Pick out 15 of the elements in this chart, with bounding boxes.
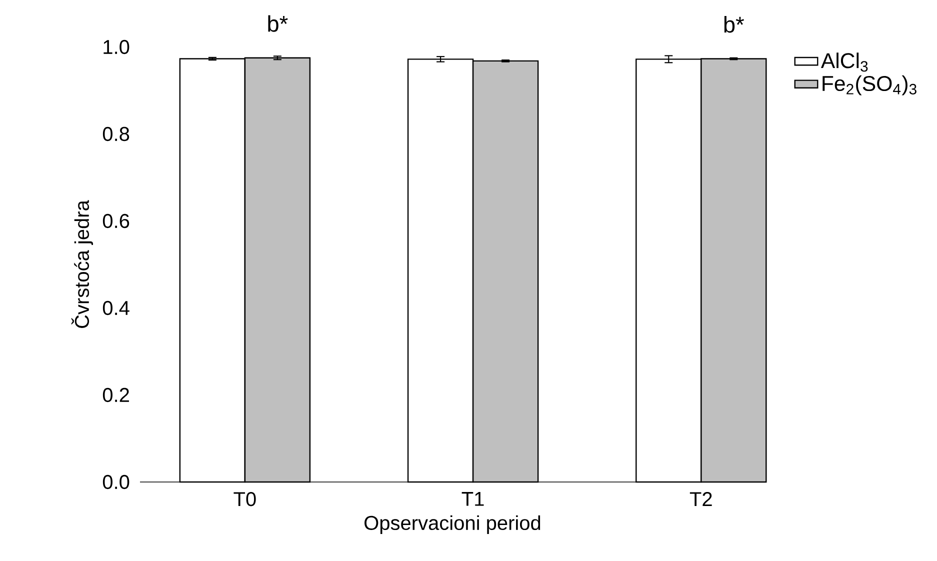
y-axis-title: Čvrstoća jedra — [71, 200, 93, 328]
y-tick-label: 1.0 — [104, 40, 130, 54]
legend-label: Fe$_{2}$(SO$_{4}$)$_{3}$ — [822, 75, 916, 96]
x-tick-label: T0 — [234, 492, 256, 506]
legend-label: AlCl$_{3}$ — [820, 52, 868, 72]
x-tick-label: T2 — [690, 492, 712, 506]
y-tick-label: 0.4 — [102, 300, 130, 316]
y-tick-label: 0.0 — [102, 474, 130, 490]
y-tick-label: 0.8 — [102, 126, 130, 142]
y-tick-label: 0.6 — [102, 214, 130, 228]
x-axis-title: Opservacioni period — [364, 515, 540, 534]
y-tick-label: 0.2 — [102, 388, 129, 402]
x-tick-label: T1 — [462, 492, 484, 506]
annotation: b* — [268, 15, 288, 32]
annotation: b* — [724, 16, 744, 33]
